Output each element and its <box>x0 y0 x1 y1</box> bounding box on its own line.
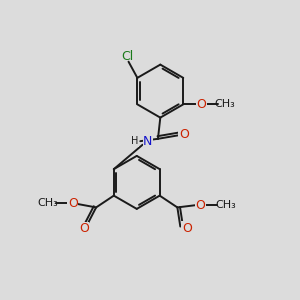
Text: CH₃: CH₃ <box>214 99 235 110</box>
Text: N: N <box>143 135 153 148</box>
Text: CH₃: CH₃ <box>38 198 58 208</box>
Text: O: O <box>196 199 206 212</box>
Text: O: O <box>196 98 206 111</box>
Text: CH₃: CH₃ <box>215 200 236 210</box>
Text: O: O <box>79 222 89 236</box>
Text: O: O <box>179 128 189 141</box>
Text: Cl: Cl <box>121 50 133 63</box>
Text: O: O <box>182 221 192 235</box>
Text: H: H <box>131 136 139 146</box>
Text: O: O <box>68 197 78 210</box>
